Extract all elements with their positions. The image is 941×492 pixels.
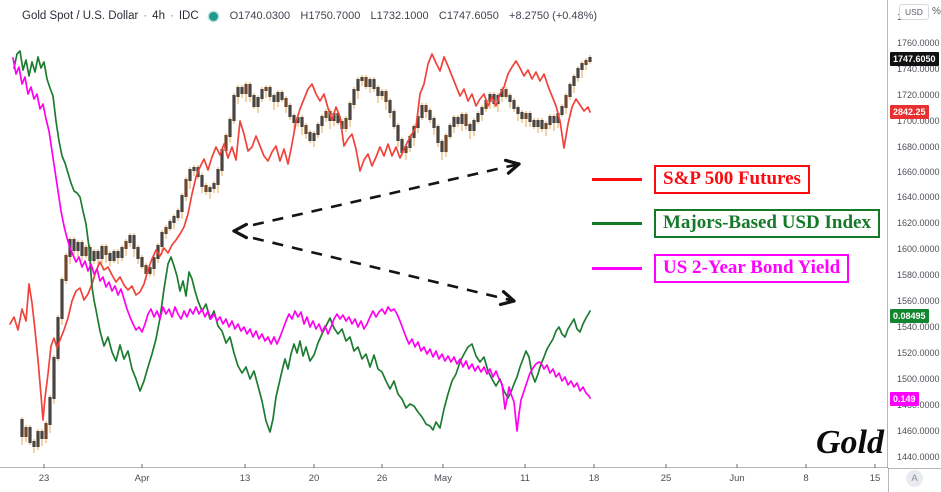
price-tick-label: 1520.0000 [897, 348, 940, 358]
price-tick-label: 1640.0000 [897, 192, 940, 202]
separator: · [169, 10, 174, 22]
legend-label-sp500[interactable]: S&P 500 Futures [654, 165, 810, 194]
interval-label[interactable]: 4h [152, 10, 165, 22]
price-tick-label: 1560.0000 [897, 296, 940, 306]
price-tick-label: 1700.0000 [897, 116, 940, 126]
series-line-us-2-year-bond-yield[interactable] [12, 57, 591, 432]
time-label-8: 8 [803, 473, 809, 484]
time-label-apr: Apr [134, 473, 150, 484]
series-line-s-p-500-futures[interactable] [9, 53, 591, 421]
time-label-23: 23 [38, 473, 50, 484]
arrowhead [501, 290, 516, 303]
arrowhead [506, 162, 521, 175]
time-label-11: 11 [520, 473, 530, 484]
ohlc-close: C1747.6050 [438, 10, 499, 22]
legend-item-usd-index: Majors-Based USD Index [592, 209, 880, 238]
price-badge-bond-yield-last: 0.149 [890, 392, 919, 406]
arrowhead [232, 229, 248, 240]
arrowhead [503, 158, 521, 166]
exchange-label[interactable]: IDC [178, 10, 199, 22]
time-label-jun: Jun [729, 473, 745, 484]
price-tick-label: 1500.0000 [897, 374, 940, 384]
arrowhead [232, 222, 248, 233]
price-axis[interactable]: 1 USD % 1760.00001740.00001720.00001700.… [888, 0, 941, 468]
currency-toggle-button[interactable]: USD [899, 4, 929, 20]
legend-label-bond-yield[interactable]: US 2-Year Bond Yield [654, 254, 850, 283]
legend-swatch-sp500 [592, 177, 642, 182]
ohlc-readout: O1740.0300 H1750.7000 L1732.1000 C1747.6… [230, 10, 604, 22]
time-label-25: 25 [660, 473, 672, 484]
legend-swatch-bond-yield [592, 266, 642, 271]
gold-candles [20, 57, 592, 447]
arrowhead [498, 299, 516, 307]
time-label-18: 18 [588, 473, 600, 484]
series-line-majors-based-usd-index[interactable] [13, 50, 591, 433]
price-tick-label: 1460.0000 [897, 426, 940, 436]
legend-swatch-usd-index [592, 221, 642, 226]
ohlc-high: H1750.7000 [300, 10, 361, 22]
time-label-20: 20 [308, 473, 320, 484]
auto-scale-button[interactable]: A [906, 470, 923, 487]
separator: · [143, 10, 148, 22]
gold-watermark: Gold [816, 424, 884, 461]
price-tick-label: 1720.0000 [897, 90, 940, 100]
price-tick-label: 1660.0000 [897, 167, 940, 177]
ohlc-open: O1740.0300 [229, 10, 291, 22]
price-tick-label: 1620.0000 [897, 218, 940, 228]
price-tick-label: 1680.0000 [897, 142, 940, 152]
time-label-15: 15 [869, 473, 881, 484]
price-tick-label: 1580.0000 [897, 270, 940, 280]
ohlc-change: +8.2750 (+0.48%) [509, 10, 598, 22]
symbol-header: Gold Spot / U.S. Dollar · 4h · IDC O1740… [22, 7, 604, 25]
price-tick-label: 1540.0000 [897, 322, 940, 332]
price-tick-label: 1740.0000 [897, 64, 940, 74]
annotation-arrow[interactable] [252, 236, 515, 303]
time-label-may: May [434, 473, 452, 484]
annotation-arrow[interactable] [252, 162, 520, 227]
time-axis[interactable]: 23 Apr 13 20 26 May 11 18 25 Jun 8 15 [0, 468, 888, 492]
price-tick-label: 1760.0000 [897, 38, 940, 48]
percent-toggle-button[interactable]: % [932, 6, 941, 17]
legend-item-bond-yield: US 2-Year Bond Yield [592, 254, 850, 283]
price-badge-usd-index-last: 0.08495 [890, 309, 929, 323]
price-badge-gold-last: 1747.6050 [890, 52, 939, 66]
price-tick-label: 1600.0000 [897, 244, 940, 254]
legend-label-usd-index[interactable]: Majors-Based USD Index [654, 209, 880, 238]
time-label-26: 26 [376, 473, 388, 484]
market-status-icon[interactable] [208, 11, 218, 21]
price-tick-label: 1440.0000 [897, 452, 940, 462]
ohlc-low: L1732.1000 [370, 10, 429, 22]
symbol-title[interactable]: Gold Spot / U.S. Dollar [22, 10, 139, 22]
legend-item-sp500: S&P 500 Futures [592, 165, 810, 194]
time-label-13: 13 [239, 473, 251, 484]
price-badge-sp500-last: 2842.25 [890, 105, 929, 119]
